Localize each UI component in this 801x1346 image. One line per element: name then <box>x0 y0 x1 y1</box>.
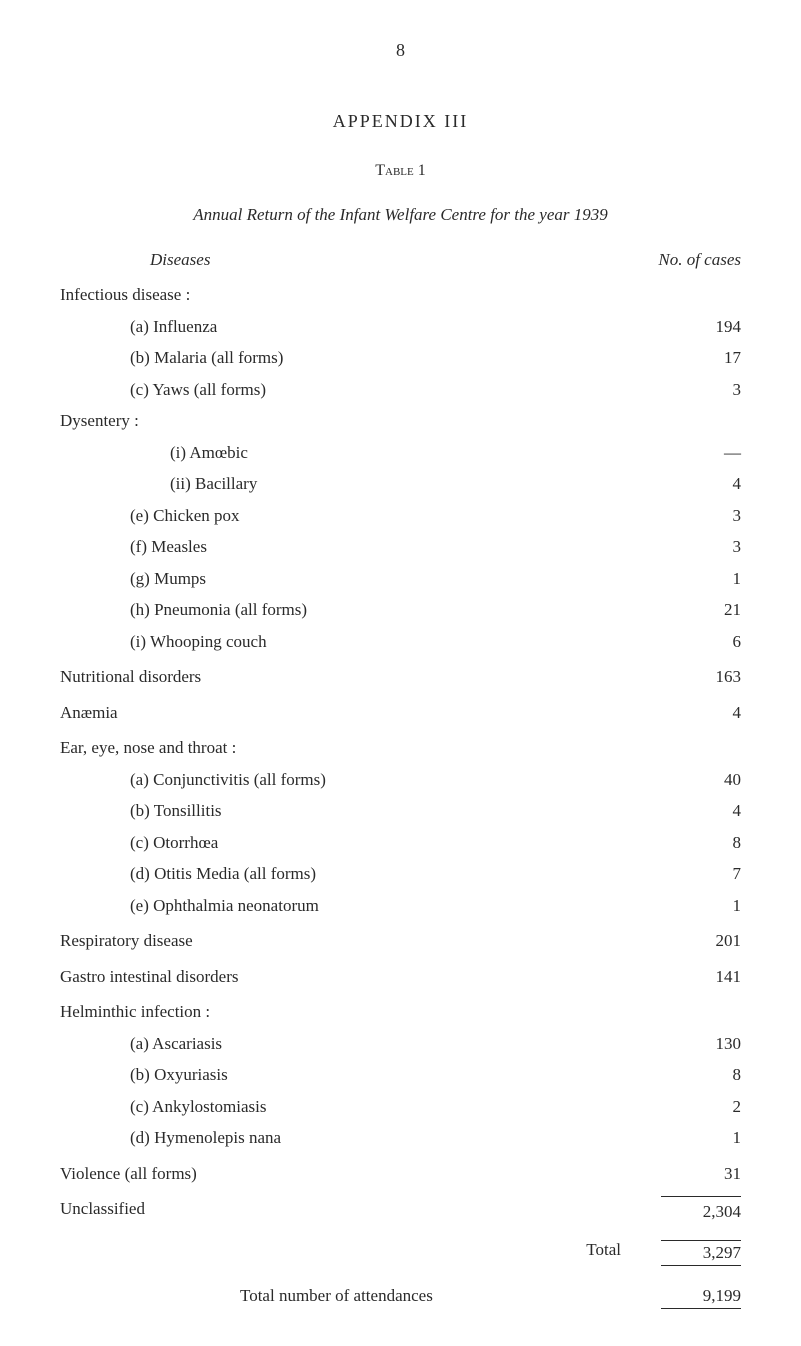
attendance-label: Total number of attendances <box>240 1286 433 1309</box>
header-row: Diseases No. of cases <box>60 250 741 270</box>
ophthalmia-value: 1 <box>661 893 741 919</box>
unclassified-label: Unclassified <box>60 1196 661 1225</box>
mumps-label: (g) Mumps <box>130 566 661 592</box>
ankylo-row: (c) Ankylostomiasis 2 <box>60 1094 741 1120</box>
nutritional-row: Nutritional disorders 163 <box>60 664 741 690</box>
unclassified-row: Unclassified 2,304 <box>60 1196 741 1225</box>
yaws-row: (c) Yaws (all forms) 3 <box>60 377 741 403</box>
conjunctivitis-label: (a) Conjunctivitis (all forms) <box>130 767 661 793</box>
ophthalmia-row: (e) Ophthalmia neonatorum 1 <box>60 893 741 919</box>
malaria-label: (b) Malaria (all forms) <box>130 345 661 371</box>
whooping-row: (i) Whooping couch 6 <box>60 629 741 655</box>
pneumonia-label: (h) Pneumonia (all forms) <box>130 597 661 623</box>
helminthic-heading: Helminthic infection : <box>60 999 741 1025</box>
table-label: Table 1 <box>60 162 741 180</box>
ascariasis-value: 130 <box>661 1031 741 1057</box>
gastro-value: 141 <box>661 964 741 990</box>
page-number: 8 <box>60 40 741 61</box>
ascariasis-row: (a) Ascariasis 130 <box>60 1031 741 1057</box>
ankylo-value: 2 <box>661 1094 741 1120</box>
otorrhoea-row: (c) Otorrhœa 8 <box>60 830 741 856</box>
hymeno-value: 1 <box>661 1125 741 1151</box>
report-title: Annual Return of the Infant Welfare Cent… <box>60 205 741 225</box>
violence-label: Violence (all forms) <box>60 1161 661 1187</box>
tonsillitis-label: (b) Tonsillitis <box>130 798 661 824</box>
measles-value: 3 <box>661 534 741 560</box>
respiratory-row: Respiratory disease 201 <box>60 928 741 954</box>
nutritional-label: Nutritional disorders <box>60 664 661 690</box>
pneumonia-value: 21 <box>661 597 741 623</box>
conjunctivitis-value: 40 <box>661 767 741 793</box>
violence-value: 31 <box>661 1161 741 1187</box>
ankylo-label: (c) Ankylostomiasis <box>130 1094 661 1120</box>
ear-heading: Ear, eye, nose and throat : <box>60 735 741 761</box>
appendix-title: APPENDIX III <box>60 111 741 132</box>
influenza-value: 194 <box>661 314 741 340</box>
conjunctivitis-row: (a) Conjunctivitis (all forms) 40 <box>60 767 741 793</box>
anaemia-value: 4 <box>661 700 741 726</box>
otitis-row: (d) Otitis Media (all forms) 7 <box>60 861 741 887</box>
pneumonia-row: (h) Pneumonia (all forms) 21 <box>60 597 741 623</box>
violence-row: Violence (all forms) 31 <box>60 1161 741 1187</box>
whooping-label: (i) Whooping couch <box>130 629 661 655</box>
influenza-label: (a) Influenza <box>130 314 661 340</box>
dysentery-label: Dysentery : <box>60 408 741 434</box>
otitis-label: (d) Otitis Media (all forms) <box>130 861 661 887</box>
oxyuriasis-row: (b) Oxyuriasis 8 <box>60 1062 741 1088</box>
bacillary-row: (ii) Bacillary 4 <box>60 471 741 497</box>
attendance-row: Total number of attendances 9,199 <box>60 1286 741 1309</box>
amoebic-label: (i) Amœbic <box>170 440 661 466</box>
total-row: Total 3,297 <box>60 1240 741 1266</box>
chickenpox-value: 3 <box>661 503 741 529</box>
hymeno-label: (d) Hymenolepis nana <box>130 1125 661 1151</box>
whooping-value: 6 <box>661 629 741 655</box>
malaria-value: 17 <box>661 345 741 371</box>
measles-label: (f) Measles <box>130 534 661 560</box>
attendance-value: 9,199 <box>661 1286 741 1309</box>
mumps-value: 1 <box>661 566 741 592</box>
chickenpox-label: (e) Chicken pox <box>130 503 661 529</box>
hymeno-row: (d) Hymenolepis nana 1 <box>60 1125 741 1151</box>
otorrhoea-value: 8 <box>661 830 741 856</box>
infectious-disease-heading: Infectious disease : <box>60 282 741 308</box>
measles-row: (f) Measles 3 <box>60 534 741 560</box>
respiratory-label: Respiratory disease <box>60 928 661 954</box>
diseases-header: Diseases <box>150 250 658 270</box>
dysentery-heading: Dysentery : <box>60 408 741 434</box>
oxyuriasis-label: (b) Oxyuriasis <box>130 1062 661 1088</box>
chickenpox-row: (e) Chicken pox 3 <box>60 503 741 529</box>
helminthic-label: Helminthic infection : <box>60 999 741 1025</box>
amoebic-row: (i) Amœbic — <box>60 440 741 466</box>
ophthalmia-label: (e) Ophthalmia neonatorum <box>130 893 661 919</box>
tonsillitis-value: 4 <box>661 798 741 824</box>
anaemia-row: Anæmia 4 <box>60 700 741 726</box>
appendix-title-text: APPENDIX III <box>333 111 469 131</box>
bacillary-value: 4 <box>661 471 741 497</box>
otorrhoea-label: (c) Otorrhœa <box>130 830 661 856</box>
respiratory-value: 201 <box>661 928 741 954</box>
yaws-value: 3 <box>661 377 741 403</box>
ascariasis-label: (a) Ascariasis <box>130 1031 661 1057</box>
mumps-row: (g) Mumps 1 <box>60 566 741 592</box>
infectious-label: Infectious disease : <box>60 282 741 308</box>
gastro-label: Gastro intestinal disorders <box>60 964 661 990</box>
influenza-row: (a) Influenza 194 <box>60 314 741 340</box>
yaws-label: (c) Yaws (all forms) <box>130 377 661 403</box>
total-value: 3,297 <box>661 1240 741 1266</box>
nutritional-value: 163 <box>661 664 741 690</box>
gastro-row: Gastro intestinal disorders 141 <box>60 964 741 990</box>
oxyuriasis-value: 8 <box>661 1062 741 1088</box>
unclassified-value: 2,304 <box>661 1196 741 1225</box>
amoebic-value: — <box>661 440 741 466</box>
tonsillitis-row: (b) Tonsillitis 4 <box>60 798 741 824</box>
otitis-value: 7 <box>661 861 741 887</box>
total-label: Total <box>586 1240 621 1266</box>
cases-header: No. of cases <box>658 250 741 270</box>
malaria-row: (b) Malaria (all forms) 17 <box>60 345 741 371</box>
ear-label: Ear, eye, nose and throat : <box>60 735 741 761</box>
anaemia-label: Anæmia <box>60 700 661 726</box>
bacillary-label: (ii) Bacillary <box>170 471 661 497</box>
